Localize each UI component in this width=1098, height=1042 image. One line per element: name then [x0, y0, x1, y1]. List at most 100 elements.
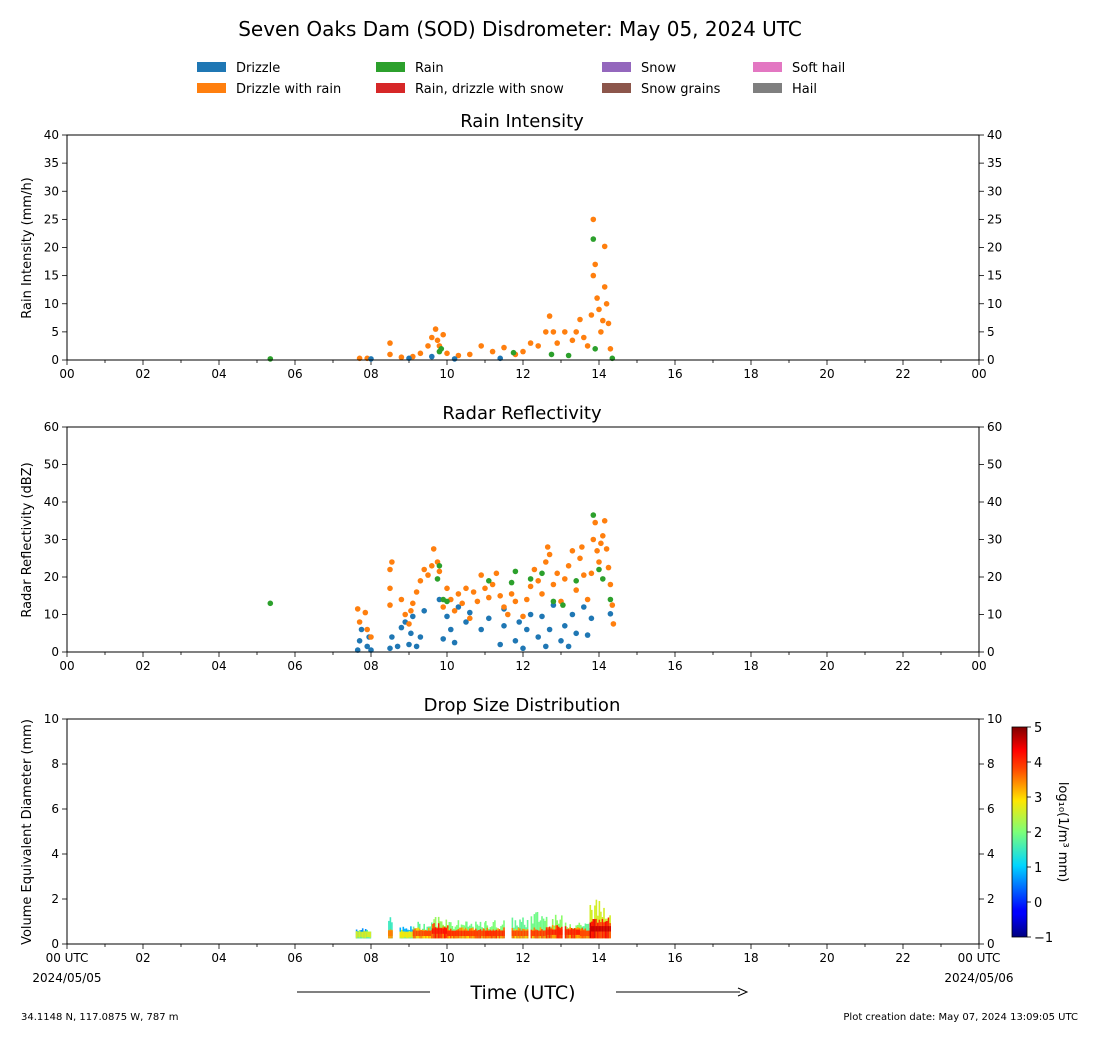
dsd-cell	[497, 930, 499, 936]
data-point	[356, 619, 363, 625]
x-tick-label: 16	[667, 367, 682, 381]
legend-entry: Soft hail	[753, 61, 845, 76]
data-point	[364, 643, 371, 650]
data-point	[444, 613, 450, 620]
data-point	[408, 608, 414, 614]
dsd-cell	[473, 930, 476, 936]
data-point	[527, 576, 534, 582]
dsd-cell	[573, 929, 576, 935]
x-tick-label: 10	[439, 367, 454, 381]
dsd-cell	[439, 928, 441, 934]
dsd-cell	[569, 929, 571, 935]
y-tick-label-right: 50	[987, 458, 1002, 472]
data-point	[489, 581, 496, 588]
data-point	[573, 578, 579, 584]
x-tick-label: 14	[591, 659, 606, 673]
data-point	[573, 630, 579, 637]
legend-entry: Drizzle	[197, 61, 280, 76]
dsd-cell	[554, 929, 557, 935]
plot-frame	[66, 134, 980, 361]
x-tick-label: 16	[667, 951, 682, 965]
dsd-cell	[389, 930, 392, 936]
legend-entry: Rain	[376, 61, 444, 76]
x-tick-label: 20	[819, 659, 834, 673]
data-point	[508, 579, 515, 586]
rain-intensity-title: Rain Intensity	[460, 111, 584, 132]
dsd-cell	[541, 916, 543, 939]
dsd-cell	[437, 928, 440, 934]
x-tick-label: 16	[667, 659, 682, 673]
data-point	[387, 351, 393, 358]
dsd-cell	[564, 929, 567, 935]
dsd-cell	[536, 912, 539, 939]
dsd-cell	[440, 928, 443, 934]
y-tick-label: 2	[51, 892, 59, 906]
data-point	[550, 581, 557, 588]
data-point	[531, 566, 538, 573]
x-tick-label: 06	[287, 951, 302, 965]
dsd-cell	[533, 914, 536, 939]
dsd-cell	[469, 930, 471, 936]
data-point	[387, 602, 393, 608]
data-point	[543, 643, 549, 650]
x-tick-label: 00	[59, 367, 74, 381]
x-tick-label: 22	[895, 951, 910, 965]
dsd-cell	[460, 930, 463, 936]
dsd-cell	[591, 926, 593, 932]
data-point	[398, 624, 405, 631]
legend-entry: Snow	[602, 61, 676, 76]
plot-frame	[66, 426, 980, 653]
legend-swatch	[753, 62, 782, 72]
y-tick-label-right: 20	[987, 570, 1002, 584]
dsd-cell	[399, 931, 402, 938]
y-tick-label: 20	[44, 241, 59, 255]
data-point	[387, 645, 393, 652]
data-point	[596, 566, 602, 573]
data-point	[605, 320, 612, 327]
y-tick-label-right: 10	[987, 297, 1002, 311]
data-point	[417, 578, 424, 584]
data-point	[501, 344, 507, 351]
x-tick-label: 08	[363, 951, 378, 965]
dsd-cell	[532, 930, 534, 936]
data-point	[436, 563, 443, 569]
data-point	[524, 626, 530, 633]
data-point	[512, 598, 519, 605]
dsd-cell	[425, 930, 427, 936]
legend-label: Hail	[792, 82, 817, 97]
legend-swatch	[602, 83, 631, 93]
drop-size-ylabel: Volume Equivalent Diameter (mm)	[20, 719, 35, 945]
dsd-cell	[559, 929, 562, 935]
data-point	[590, 512, 597, 518]
y-tick-label-right: 40	[987, 495, 1002, 509]
data-point	[607, 596, 614, 603]
rain-intensity-panel: Rain Intensity Rain Intensity (mm/h) 00 0…	[20, 111, 1002, 381]
data-point	[569, 337, 576, 344]
data-point	[527, 340, 534, 346]
dsd-cell	[501, 930, 504, 936]
x-tick-label: 02	[135, 659, 150, 673]
x-tick-label: 18	[743, 659, 758, 673]
data-point	[478, 626, 485, 633]
y-tick-label: 20	[44, 570, 59, 584]
y-tick-label: 0	[51, 353, 59, 367]
dsd-cell	[600, 926, 602, 932]
dsd-cell	[417, 930, 419, 936]
dsd-cell	[485, 930, 487, 936]
data-point	[467, 615, 473, 622]
data-point	[417, 350, 424, 357]
dsd-cell	[511, 917, 514, 939]
data-point	[463, 619, 469, 625]
y-tick-label-right: 40	[987, 128, 1002, 142]
data-point	[425, 343, 431, 349]
data-point	[429, 563, 435, 569]
data-point	[455, 604, 462, 610]
colorbar: 5 4 3 2 1 0 −1 log₁₀(1/m³ mm)	[1011, 721, 1070, 946]
x-tick-label: 00 UTC	[46, 951, 89, 965]
x-tick-label: 14	[591, 367, 606, 381]
y-tick-label: 8	[51, 757, 59, 771]
dsd-cell	[556, 929, 558, 935]
dsd-cell	[597, 926, 599, 932]
data-point	[543, 329, 549, 335]
